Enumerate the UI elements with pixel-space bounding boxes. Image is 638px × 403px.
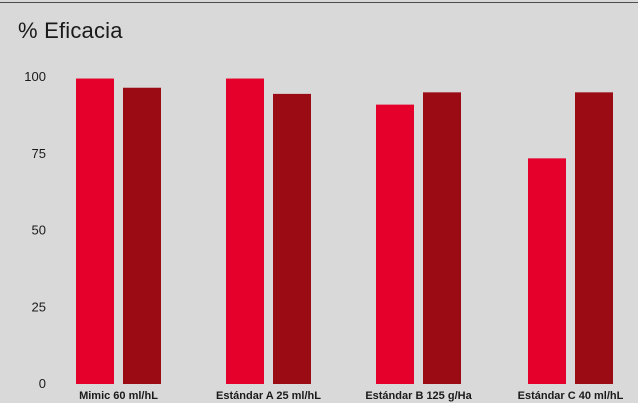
bar	[76, 78, 114, 384]
bar	[575, 92, 613, 384]
y-tick-label: 75	[32, 146, 46, 161]
bar	[226, 78, 264, 384]
bar	[528, 158, 566, 384]
bar	[423, 92, 461, 384]
x-category-label: Mimic 60 ml/hL	[79, 390, 158, 402]
x-category-label: Estándar A 25 ml/hL	[216, 390, 321, 402]
bar	[273, 93, 311, 384]
y-axis-ticks: 0 25 50 75 100	[24, 69, 46, 391]
bar	[123, 87, 161, 385]
x-category-label: Estándar C 40 ml/hL	[518, 390, 624, 402]
bar	[376, 104, 414, 384]
y-tick-label: 50	[32, 223, 46, 238]
x-axis-labels: Mimic 60 ml/hL Estándar A 25 ml/hL Estánda…	[79, 390, 624, 402]
bars	[76, 78, 613, 385]
x-category-label: Estándar B 125 g/Ha	[365, 390, 472, 402]
y-tick-label: 0	[39, 376, 46, 391]
y-tick-label: 25	[32, 299, 46, 314]
y-tick-label: 100	[24, 69, 46, 84]
top-divider	[0, 2, 638, 3]
chart-title: % Eficacia	[18, 18, 123, 43]
